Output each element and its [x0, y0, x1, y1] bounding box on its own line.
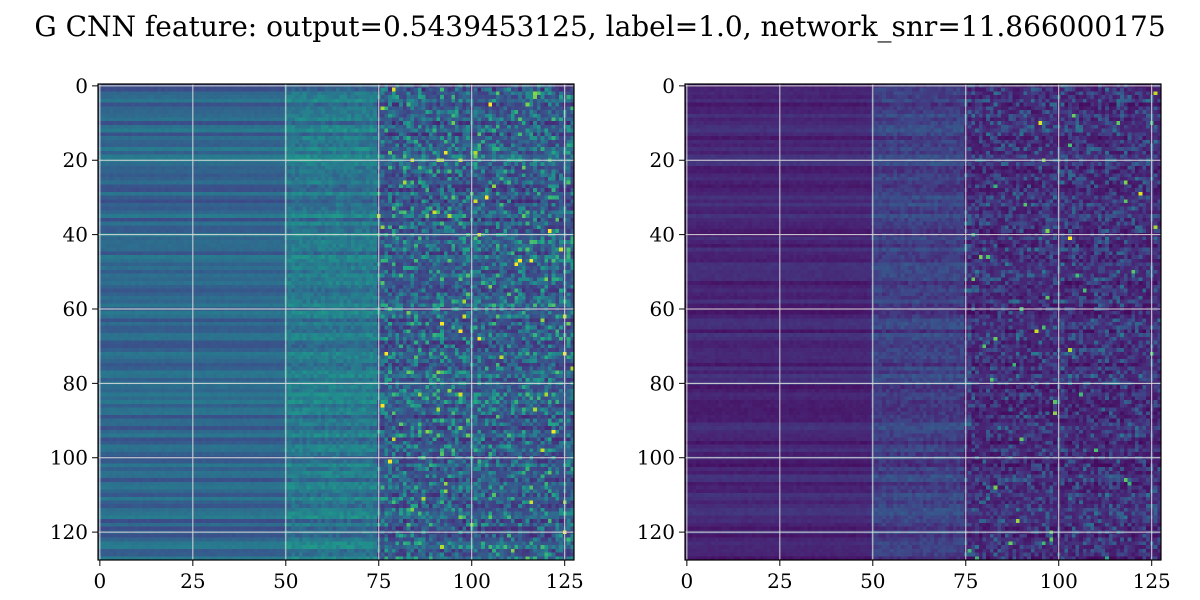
x-tick-label: 25 — [180, 569, 205, 593]
x-tick-label: 125 — [546, 569, 584, 593]
y-axis-ticks-left: 0 20 40 60 80 100 120 — [50, 74, 98, 544]
figure-title: G CNN feature: output=0.5439453125, labe… — [34, 10, 1165, 43]
y-tick-label: 20 — [650, 148, 675, 172]
x-axis-ticks-left: 0 25 50 75 100 125 — [93, 560, 583, 593]
y-tick-label: 40 — [63, 223, 88, 247]
heatmap-cells-right — [685, 84, 1161, 560]
x-tick-label: 0 — [93, 569, 106, 593]
x-tick-label: 25 — [767, 569, 792, 593]
y-tick-label: 60 — [63, 297, 88, 321]
y-tick-label: 80 — [650, 371, 675, 395]
x-tick-label: 125 — [1133, 569, 1171, 593]
y-tick-label: 80 — [63, 371, 88, 395]
y-tick-label: 60 — [650, 297, 675, 321]
x-tick-label: 100 — [453, 569, 491, 593]
y-tick-label: 100 — [50, 446, 88, 470]
heatmap-cells-left — [98, 84, 574, 560]
x-tick-label: 50 — [860, 569, 885, 593]
x-axis-ticks-right: 0 25 50 75 100 125 — [680, 560, 1170, 593]
y-tick-label: 40 — [650, 223, 675, 247]
x-tick-label: 50 — [273, 569, 298, 593]
y-axis-ticks-right: 0 20 40 60 80 100 120 — [637, 74, 685, 544]
heatmap-panel-left: 0 25 50 75 100 125 0 20 40 60 80 100 120 — [50, 74, 584, 593]
y-tick-label: 120 — [50, 520, 88, 544]
y-tick-label: 0 — [662, 74, 675, 98]
x-tick-label: 0 — [680, 569, 693, 593]
x-tick-label: 100 — [1040, 569, 1078, 593]
x-tick-label: 75 — [953, 569, 978, 593]
y-tick-label: 100 — [637, 446, 675, 470]
y-tick-label: 120 — [637, 520, 675, 544]
x-tick-label: 75 — [366, 569, 391, 593]
y-tick-label: 20 — [63, 148, 88, 172]
y-tick-label: 0 — [75, 74, 88, 98]
heatmap-panel-right: 0 25 50 75 100 125 0 20 40 60 80 100 120 — [637, 74, 1171, 593]
